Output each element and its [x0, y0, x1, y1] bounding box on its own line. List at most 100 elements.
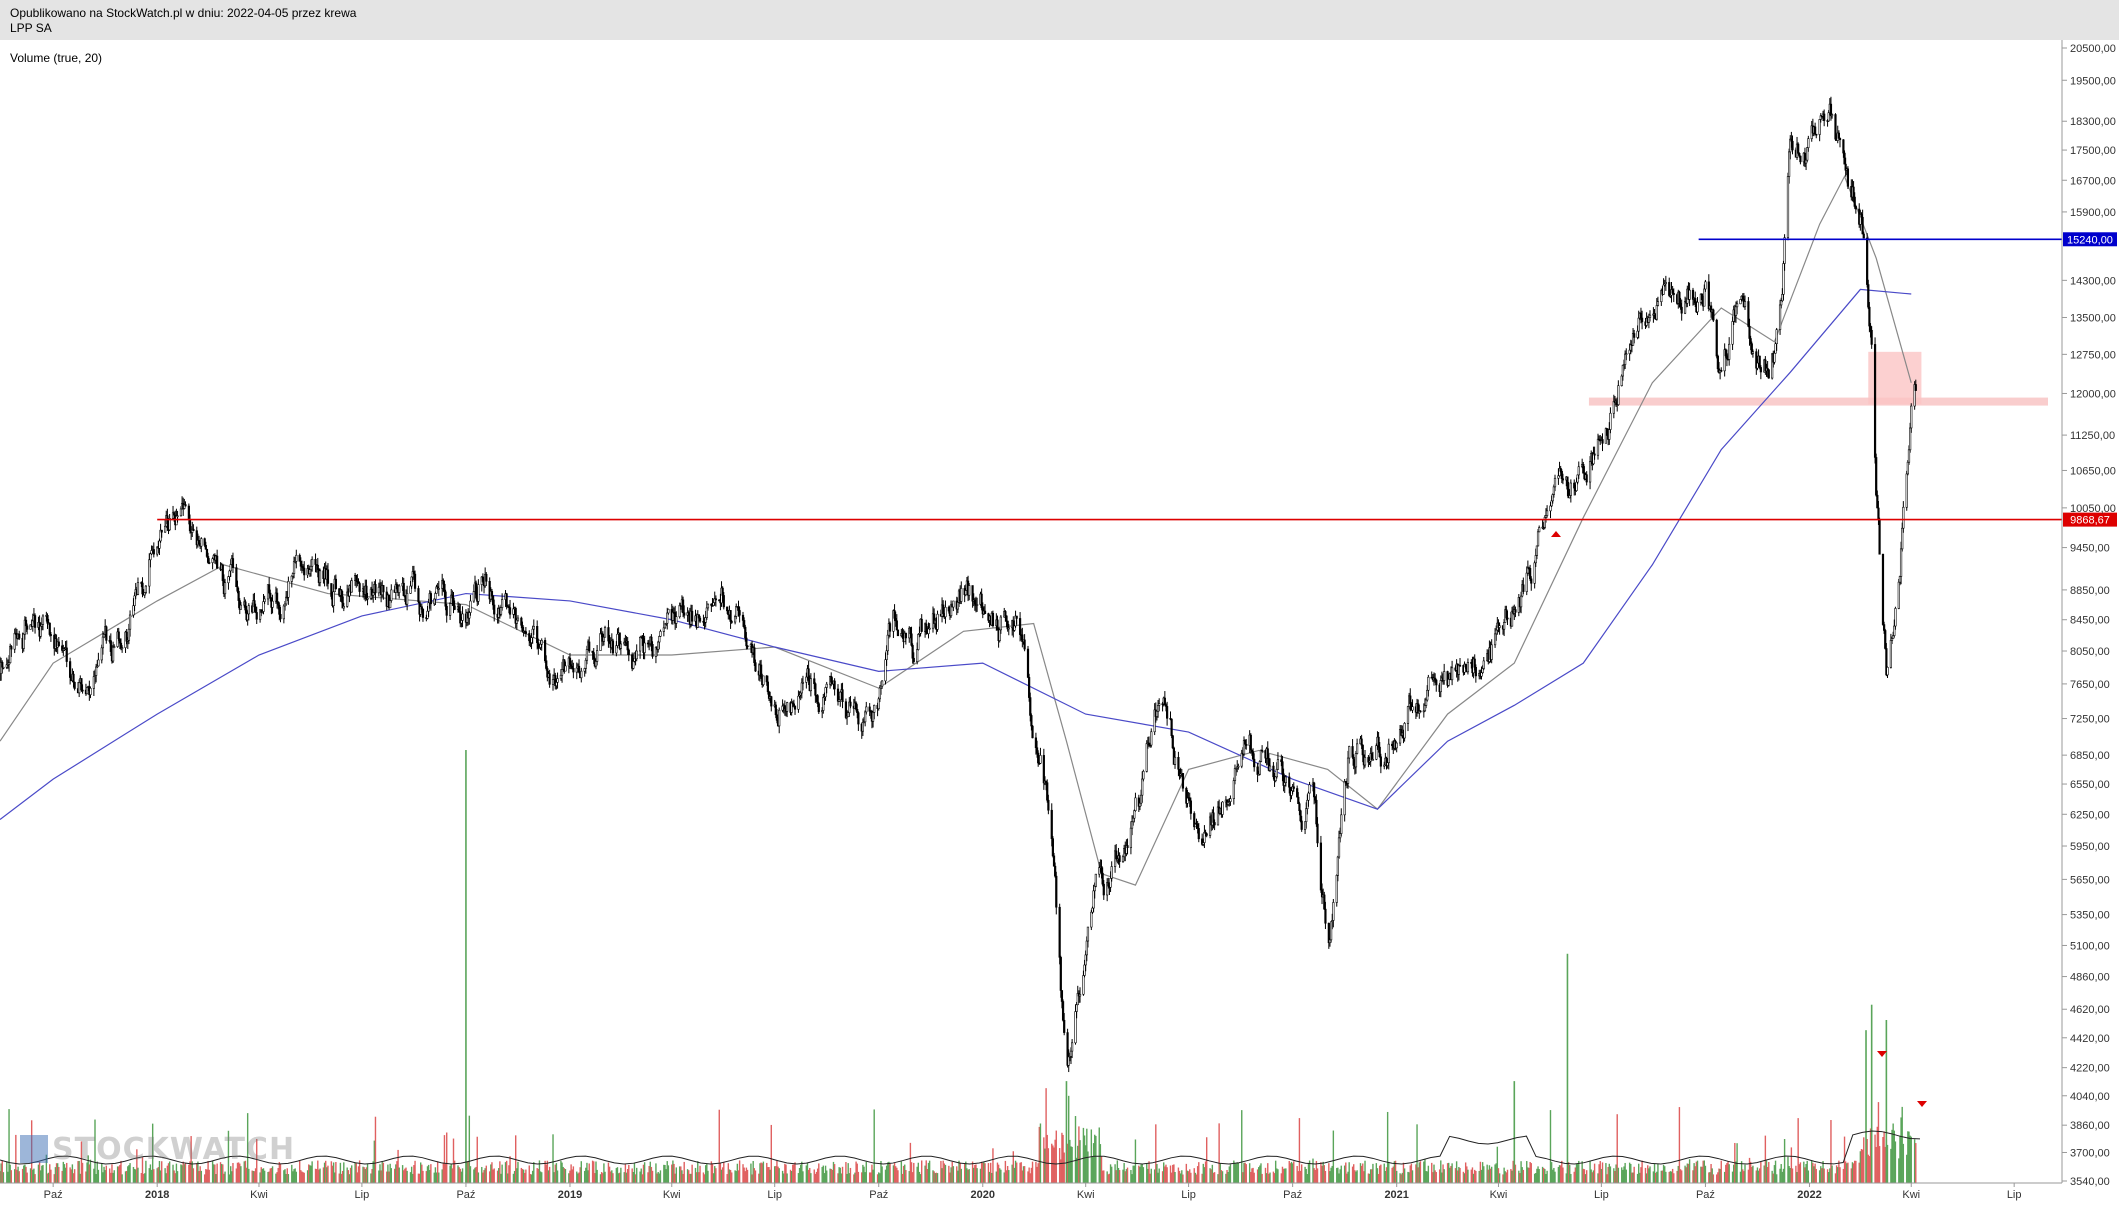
- volume-bar: [1177, 1167, 1180, 1183]
- chart-header: Opublikowano na StockWatch.pl w dniu: 20…: [0, 0, 2119, 40]
- candle-body: [619, 643, 622, 649]
- volume-bar: [244, 1160, 247, 1183]
- volume-bar: [1227, 1171, 1229, 1183]
- volume-bar: [1321, 1165, 1323, 1183]
- volume-bar: [69, 1167, 71, 1183]
- candle-body: [1213, 822, 1216, 826]
- volume-bar: [1717, 1172, 1719, 1183]
- volume-bar: [475, 1166, 477, 1183]
- volume-bar: [1236, 1162, 1238, 1183]
- candle-body: [434, 593, 437, 600]
- candle-body: [1013, 625, 1016, 631]
- volume-bar: [1631, 1172, 1633, 1183]
- volume-bar: [928, 1160, 931, 1183]
- volume-bar: [1788, 1166, 1790, 1183]
- candle-body: [341, 596, 344, 609]
- volume-bar: [239, 1163, 241, 1183]
- candle-body: [1403, 723, 1406, 739]
- candle-body: [1715, 319, 1718, 357]
- volume-bar: [997, 1164, 1000, 1183]
- candle-body: [1193, 813, 1196, 828]
- volume-bar: [1869, 1128, 1872, 1183]
- volume-bar: [639, 1171, 641, 1183]
- volume-bar: [1834, 1173, 1837, 1183]
- candle-body: [1173, 756, 1177, 765]
- y-tick-label: 5650,00: [2070, 874, 2110, 886]
- candle-body: [101, 636, 105, 649]
- volume-bar: [560, 1160, 562, 1183]
- volume-bar: [1195, 1174, 1198, 1183]
- candle-body: [13, 632, 16, 650]
- volume-bar: [132, 1166, 135, 1183]
- volume-bar: [1330, 1167, 1332, 1183]
- volume-bar: [183, 1164, 186, 1183]
- candle-body: [358, 583, 361, 592]
- volume-bar: [1908, 1131, 1910, 1183]
- candle-body: [1229, 798, 1232, 802]
- candle-body: [121, 647, 124, 649]
- volume-bar: [1053, 1147, 1055, 1183]
- y-tick-label: 6250,00: [2070, 809, 2110, 821]
- volume-bar: [1478, 1170, 1480, 1183]
- volume-bar: [1688, 1159, 1691, 1183]
- candle-body: [584, 659, 587, 669]
- volume-bar: [702, 1172, 705, 1183]
- x-tick-label: Paź: [44, 1189, 63, 1201]
- volume-bar: [1578, 1160, 1580, 1183]
- volume-bar: [505, 1160, 508, 1183]
- volume-bar: [793, 1164, 795, 1183]
- volume-bar: [311, 1161, 313, 1183]
- candle-body: [1854, 206, 1857, 210]
- candle-body: [1100, 866, 1103, 874]
- volume-bar: [1409, 1165, 1411, 1183]
- candle-body: [537, 642, 540, 649]
- volume-bar: [379, 1164, 381, 1183]
- volume-bar: [1498, 1173, 1501, 1183]
- candle-body: [1601, 439, 1604, 444]
- volume-bar: [683, 1161, 685, 1183]
- candle-body: [1767, 369, 1770, 379]
- volume-bar: [1576, 1163, 1579, 1183]
- volume-bar: [855, 1161, 857, 1183]
- candle-body: [417, 588, 420, 603]
- volume-bar: [433, 1172, 435, 1183]
- volume-bar: [935, 1172, 938, 1183]
- candle-body: [1778, 304, 1782, 331]
- volume-bar: [1561, 1160, 1563, 1183]
- volume-bar: [1385, 1167, 1388, 1183]
- volume-bar: [279, 1163, 282, 1183]
- candle-body: [1799, 155, 1802, 163]
- candle-body: [1132, 817, 1135, 823]
- candle-body: [149, 553, 152, 561]
- candle-body: [775, 714, 779, 721]
- volume-bar: [776, 1160, 778, 1183]
- candle-body: [2, 666, 5, 669]
- candle-body: [227, 576, 230, 584]
- candle-body: [1837, 132, 1840, 139]
- volume-bar: [1812, 1162, 1814, 1183]
- volume-bar: [1876, 1126, 1879, 1183]
- volume-bar: [492, 1169, 494, 1183]
- volume-bar: [1244, 1162, 1246, 1183]
- volume-bar: [1742, 1169, 1744, 1183]
- volume-bar: [1598, 1164, 1600, 1183]
- candle-body: [833, 680, 836, 690]
- volume-bar: [323, 1162, 326, 1183]
- volume-bar: [554, 1164, 556, 1183]
- volume-bar: [1140, 1164, 1142, 1183]
- volume-bar: [1702, 1160, 1704, 1183]
- volume-bar: [926, 1168, 929, 1183]
- volume-bar: [1591, 1172, 1594, 1183]
- volume-bar: [838, 1167, 840, 1183]
- volume-bar: [1695, 1161, 1698, 1183]
- volume-bar: [1709, 1172, 1711, 1183]
- candle-body: [1387, 743, 1390, 763]
- volume-bar: [1110, 1166, 1113, 1183]
- candle-body: [1551, 494, 1554, 502]
- candle-body: [973, 599, 976, 605]
- volume-bar: [1368, 1173, 1371, 1183]
- volume-bar: [347, 1170, 350, 1183]
- volume-bar: [429, 1169, 431, 1183]
- volume-bar: [1847, 1162, 1849, 1183]
- y-tick-label: 10050,00: [2070, 503, 2116, 515]
